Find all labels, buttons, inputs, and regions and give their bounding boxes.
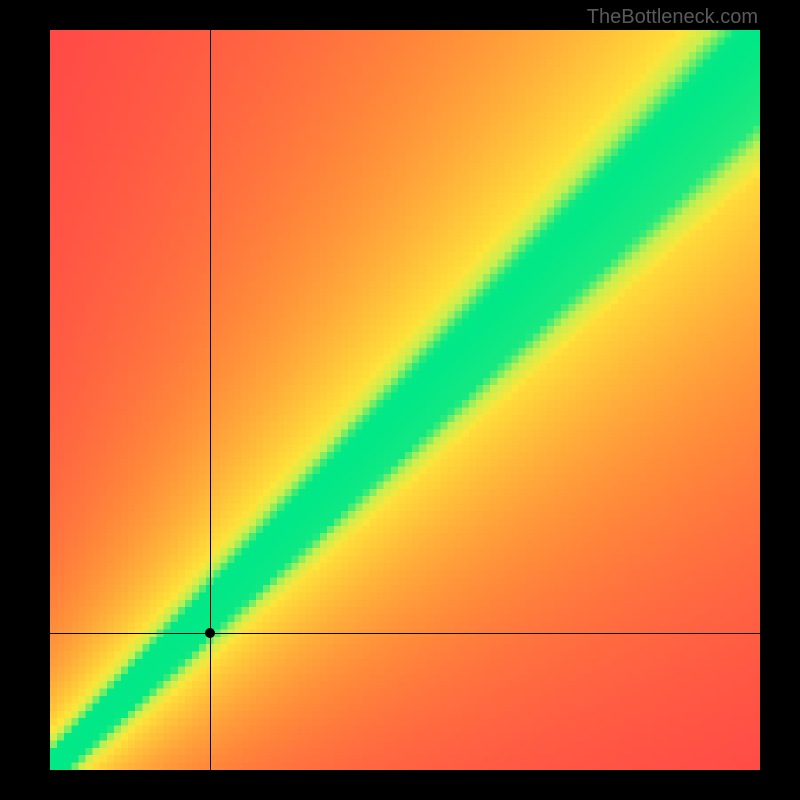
heatmap-plot (50, 30, 760, 770)
crosshair-vertical (210, 30, 211, 770)
watermark-text: TheBottleneck.com (587, 6, 758, 29)
heatmap-canvas (50, 30, 760, 770)
crosshair-marker (205, 628, 215, 638)
crosshair-horizontal (50, 633, 760, 634)
